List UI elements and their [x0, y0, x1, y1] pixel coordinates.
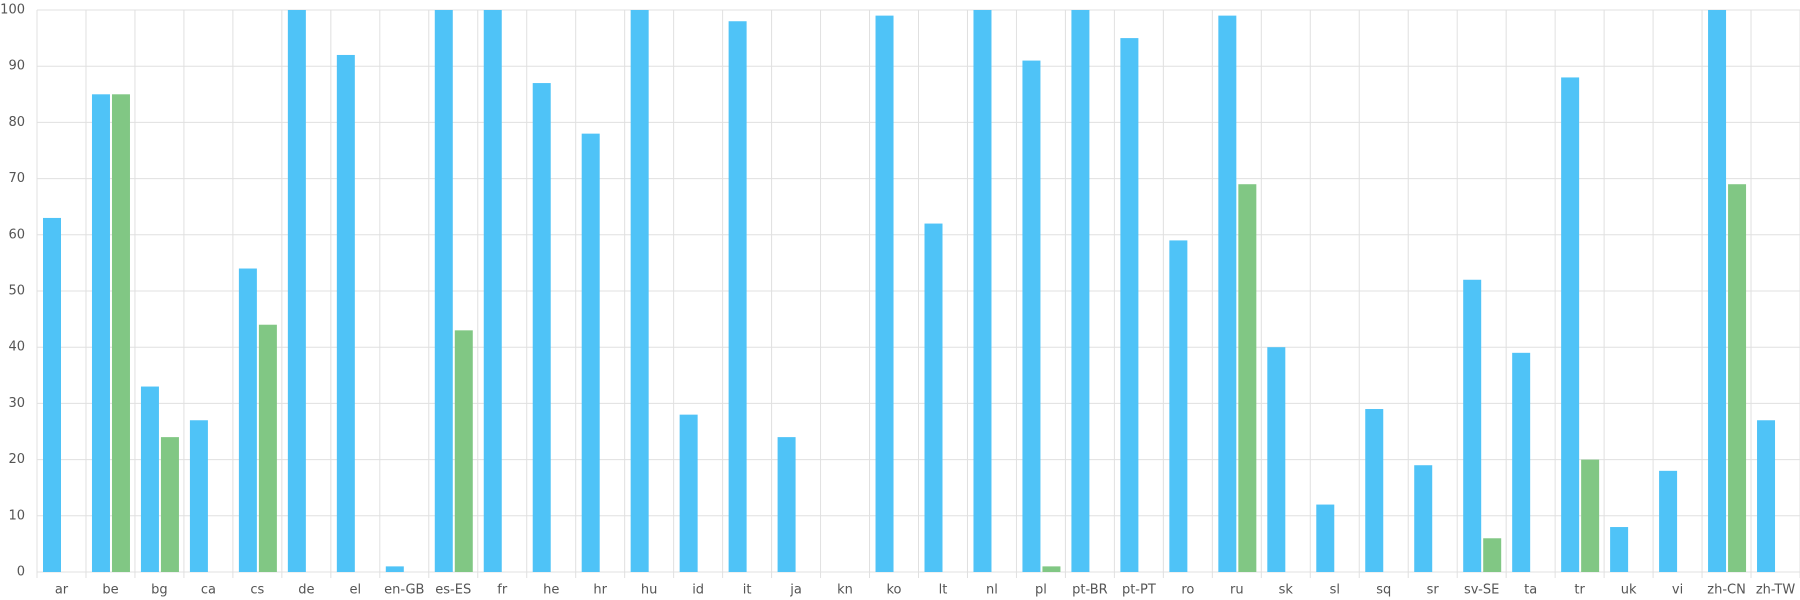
x-tick-label: zh-TW: [1756, 583, 1796, 598]
x-tick-label: nl: [986, 583, 998, 598]
x-tick-label: uk: [1621, 583, 1637, 598]
bar: [287, 10, 306, 572]
bar: [160, 437, 179, 572]
bar: [1316, 504, 1335, 572]
bar: [728, 21, 747, 573]
x-tick-label: cs: [250, 583, 264, 598]
x-tick-label: sk: [1279, 583, 1294, 598]
y-tick-label: 30: [8, 396, 25, 411]
bar: [1022, 60, 1041, 573]
bar: [43, 217, 61, 572]
bar: [630, 10, 649, 572]
bar: [1120, 38, 1139, 573]
bar: [1483, 538, 1502, 572]
bar: [777, 437, 796, 572]
bar: [973, 10, 992, 572]
bar: [91, 94, 110, 573]
bar: [1042, 566, 1061, 572]
bar: [924, 223, 943, 572]
bar: [385, 566, 404, 572]
x-tick-label: sv-SE: [1464, 583, 1499, 598]
x-tick-label: ro: [1181, 583, 1194, 598]
x-tick-label: sr: [1427, 583, 1440, 598]
bar: [483, 10, 502, 572]
x-tick-label: hu: [641, 583, 657, 598]
x-tick-label: ar: [55, 583, 69, 598]
bar: [1757, 420, 1776, 572]
x-tick-label: en-GB: [384, 583, 424, 598]
bar: [1071, 10, 1090, 572]
x-tick-label: es-ES: [435, 583, 471, 598]
x-tick-label: be: [102, 583, 118, 598]
bar: [434, 10, 453, 572]
y-tick-label: 20: [8, 452, 25, 467]
bar: [1365, 409, 1384, 572]
x-tick-label: el: [350, 583, 362, 598]
x-tick-label: lt: [939, 583, 948, 598]
bar: [258, 324, 277, 572]
bar: [1708, 10, 1727, 572]
bar: [679, 414, 698, 572]
y-tick-label: 0: [17, 565, 25, 580]
x-tick-label: ta: [1524, 583, 1537, 598]
x-tick-label: ko: [886, 583, 901, 598]
y-tick-label: 90: [8, 59, 25, 74]
x-tick-label: it: [743, 583, 752, 598]
x-tick-label: bg: [151, 583, 168, 598]
y-tick-label: 80: [8, 115, 25, 130]
bar: [875, 15, 894, 573]
x-tick-label: de: [298, 583, 314, 598]
bar: [336, 54, 355, 572]
bar: [238, 268, 257, 572]
x-tick-label: vi: [1672, 583, 1683, 598]
x-tick-label: fr: [497, 583, 508, 598]
x-tick-label: id: [692, 583, 704, 598]
bar: [1512, 352, 1531, 572]
bar: [532, 83, 551, 572]
bar: [1581, 459, 1600, 572]
x-tick-label: zh-CN: [1707, 583, 1746, 598]
bar: [1728, 184, 1747, 572]
bar: [1414, 465, 1433, 572]
bar: [1218, 15, 1237, 573]
x-tick-label: pl: [1035, 583, 1047, 598]
bar: [1561, 77, 1580, 572]
x-tick-label: kn: [837, 583, 853, 598]
y-tick-label: 50: [8, 284, 25, 299]
x-tick-label: pt-PT: [1122, 583, 1156, 598]
bar: [581, 133, 600, 572]
bar: [1238, 184, 1257, 572]
bar: [189, 420, 208, 572]
bar: [111, 94, 130, 573]
bar: [1267, 347, 1286, 572]
y-tick-label: 10: [8, 508, 25, 523]
y-tick-label: 60: [8, 227, 25, 242]
bar: [1659, 470, 1678, 572]
bar: [1610, 527, 1629, 572]
y-tick-label: 40: [8, 340, 25, 355]
bar: [1463, 279, 1482, 572]
x-tick-label: sq: [1376, 583, 1391, 598]
bar: [1169, 240, 1188, 573]
x-tick-label: he: [543, 583, 559, 598]
y-tick-label: 100: [0, 3, 25, 18]
bar: [454, 330, 473, 572]
x-tick-label: ru: [1230, 583, 1244, 598]
y-tick-label: 70: [8, 171, 25, 186]
x-tick-label: hr: [593, 583, 607, 598]
x-tick-label: tr: [1574, 583, 1585, 598]
x-tick-label: sl: [1330, 583, 1340, 598]
x-tick-label: pt-BR: [1072, 583, 1108, 598]
x-tick-label: ca: [201, 583, 216, 598]
bar: [140, 386, 159, 572]
x-tick-label: ja: [789, 583, 802, 598]
